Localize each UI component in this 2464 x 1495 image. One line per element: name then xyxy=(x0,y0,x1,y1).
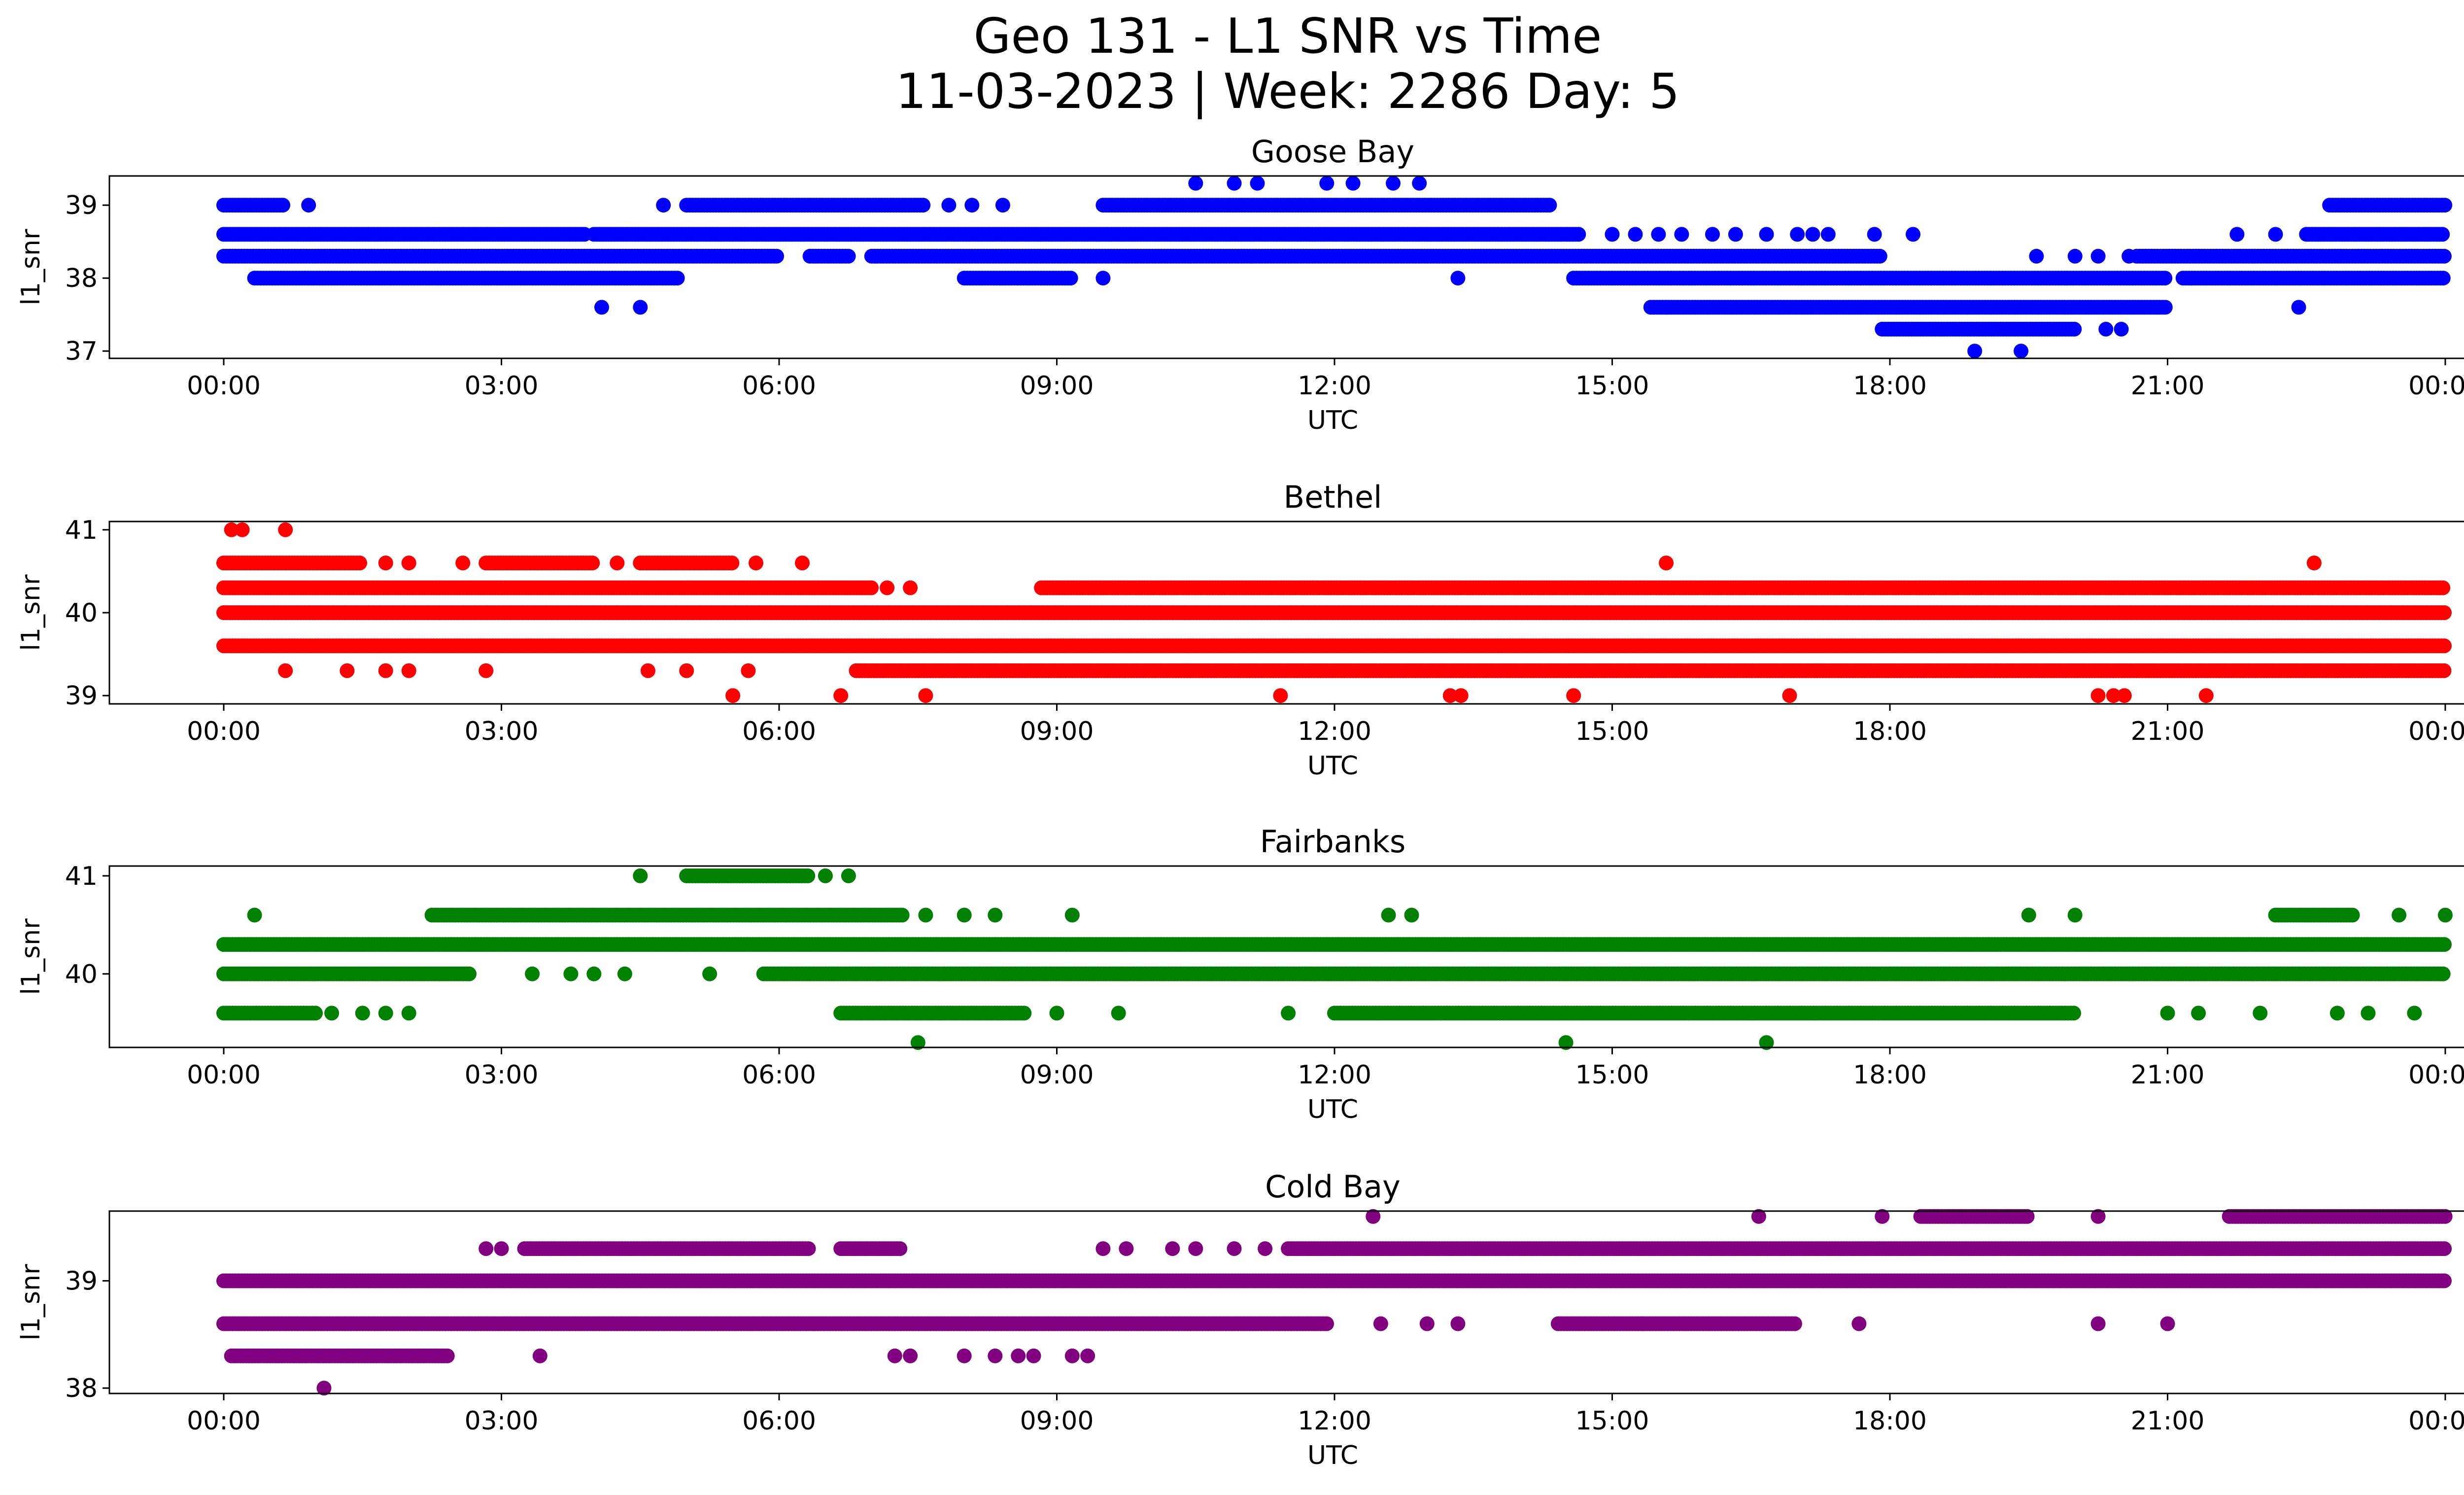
data-point xyxy=(1728,227,1743,242)
data-point xyxy=(964,198,980,213)
y-axis-label: l1_snr xyxy=(16,229,46,306)
data-point xyxy=(2098,321,2114,337)
data-point xyxy=(995,198,1010,213)
y-tick-label: 39 xyxy=(65,191,98,220)
data-point xyxy=(352,556,367,571)
x-axis-label: UTC xyxy=(1307,406,1358,435)
data-point xyxy=(795,556,810,571)
data-point xyxy=(2014,344,2029,359)
data-point xyxy=(301,198,316,213)
data-point xyxy=(1227,175,1242,191)
data-point xyxy=(2067,321,2082,337)
data-point xyxy=(2067,248,2083,264)
data-point xyxy=(275,198,290,213)
data-point xyxy=(1820,227,1836,242)
data-point xyxy=(2157,271,2173,286)
data-point xyxy=(401,556,416,571)
data-point xyxy=(2029,248,2044,264)
x-tick-label: 09:00 xyxy=(1020,371,1094,401)
x-tick-label: 21:00 xyxy=(2131,371,2205,401)
data-point xyxy=(2229,227,2245,242)
data-point xyxy=(585,556,600,571)
data-point xyxy=(1542,198,1557,213)
data-point xyxy=(2122,248,2137,264)
subplot-title: Goose Bay xyxy=(1251,134,1414,170)
data-point xyxy=(610,556,625,571)
data-point xyxy=(2435,227,2450,242)
data-point xyxy=(1571,227,1586,242)
data-point xyxy=(2291,300,2306,315)
data-point xyxy=(1319,175,1335,191)
x-tick-label: 12:00 xyxy=(1298,371,1371,401)
data-point xyxy=(1063,271,1078,286)
data-point xyxy=(1345,175,1361,191)
data-point xyxy=(656,198,671,213)
data-point xyxy=(1867,227,1882,242)
data-point xyxy=(2436,248,2452,264)
data-point xyxy=(235,522,250,537)
data-point xyxy=(2437,605,2452,620)
data-point xyxy=(1628,227,1643,242)
data-point xyxy=(278,522,293,537)
data-point xyxy=(2437,638,2452,654)
data-point xyxy=(1651,227,1666,242)
data-point xyxy=(1659,300,1674,315)
scatter-points xyxy=(216,522,2452,703)
data-point xyxy=(1412,175,1427,191)
data-point xyxy=(2114,321,2129,337)
data-point xyxy=(880,580,895,595)
data-point xyxy=(1095,271,1111,286)
data-point xyxy=(864,580,879,595)
data-point xyxy=(2435,271,2451,286)
x-tick-label: 15:00 xyxy=(1575,371,1649,401)
data-point xyxy=(749,556,763,571)
data-point xyxy=(1906,227,1920,242)
data-point xyxy=(2435,580,2451,595)
data-point xyxy=(941,198,957,213)
data-point xyxy=(724,556,740,571)
data-point xyxy=(1674,227,1689,242)
x-tick-label: 00:00 xyxy=(2408,371,2464,401)
data-point xyxy=(1605,227,1620,242)
data-point xyxy=(1659,556,1674,571)
data-point xyxy=(1450,271,1466,286)
data-point xyxy=(903,580,918,595)
data-point xyxy=(1790,227,1805,242)
x-tick-label: 03:00 xyxy=(465,371,539,401)
data-point xyxy=(769,248,784,264)
subplot-goose-bay: Goose Bay 37 38 39 00:00 03:00 06:00 09:00 12:00… xyxy=(16,134,2464,435)
data-point xyxy=(1250,175,1265,191)
data-point xyxy=(2437,198,2453,213)
x-tick-label: 06:00 xyxy=(742,371,816,401)
data-point xyxy=(633,300,648,315)
figure-title-line-1: Geo 131 - L1 SNR vs Time xyxy=(973,8,1602,65)
data-point xyxy=(1386,175,1401,191)
data-point xyxy=(1805,227,1820,242)
data-point xyxy=(1872,248,1887,264)
data-point xyxy=(1967,344,1983,359)
data-point xyxy=(2268,227,2283,242)
data-point xyxy=(1705,227,1720,242)
x-tick-label: 18:00 xyxy=(1853,371,1927,401)
data-point xyxy=(841,248,856,264)
data-point xyxy=(1759,227,1774,242)
data-point xyxy=(670,271,685,286)
figure-title-line-2: 11-03-2023 | Week: 2286 Day: 5 xyxy=(895,64,1680,120)
data-point xyxy=(594,300,609,315)
data-point xyxy=(455,556,471,571)
data-point xyxy=(2157,300,2173,315)
scatter-points xyxy=(216,175,2453,359)
x-tick-label: 00:00 xyxy=(187,371,261,401)
figure-title: Geo 131 - L1 SNR vs Time 11-03-2023 | We… xyxy=(0,9,2464,119)
data-point xyxy=(2306,556,2322,571)
subplot-title: Bethel xyxy=(1284,479,1382,515)
data-point xyxy=(378,556,393,571)
data-point xyxy=(916,198,931,213)
y-tick-label: 38 xyxy=(65,264,98,293)
y-tick-label: 37 xyxy=(65,337,98,366)
data-point xyxy=(2090,248,2106,264)
data-point xyxy=(1188,175,1203,191)
